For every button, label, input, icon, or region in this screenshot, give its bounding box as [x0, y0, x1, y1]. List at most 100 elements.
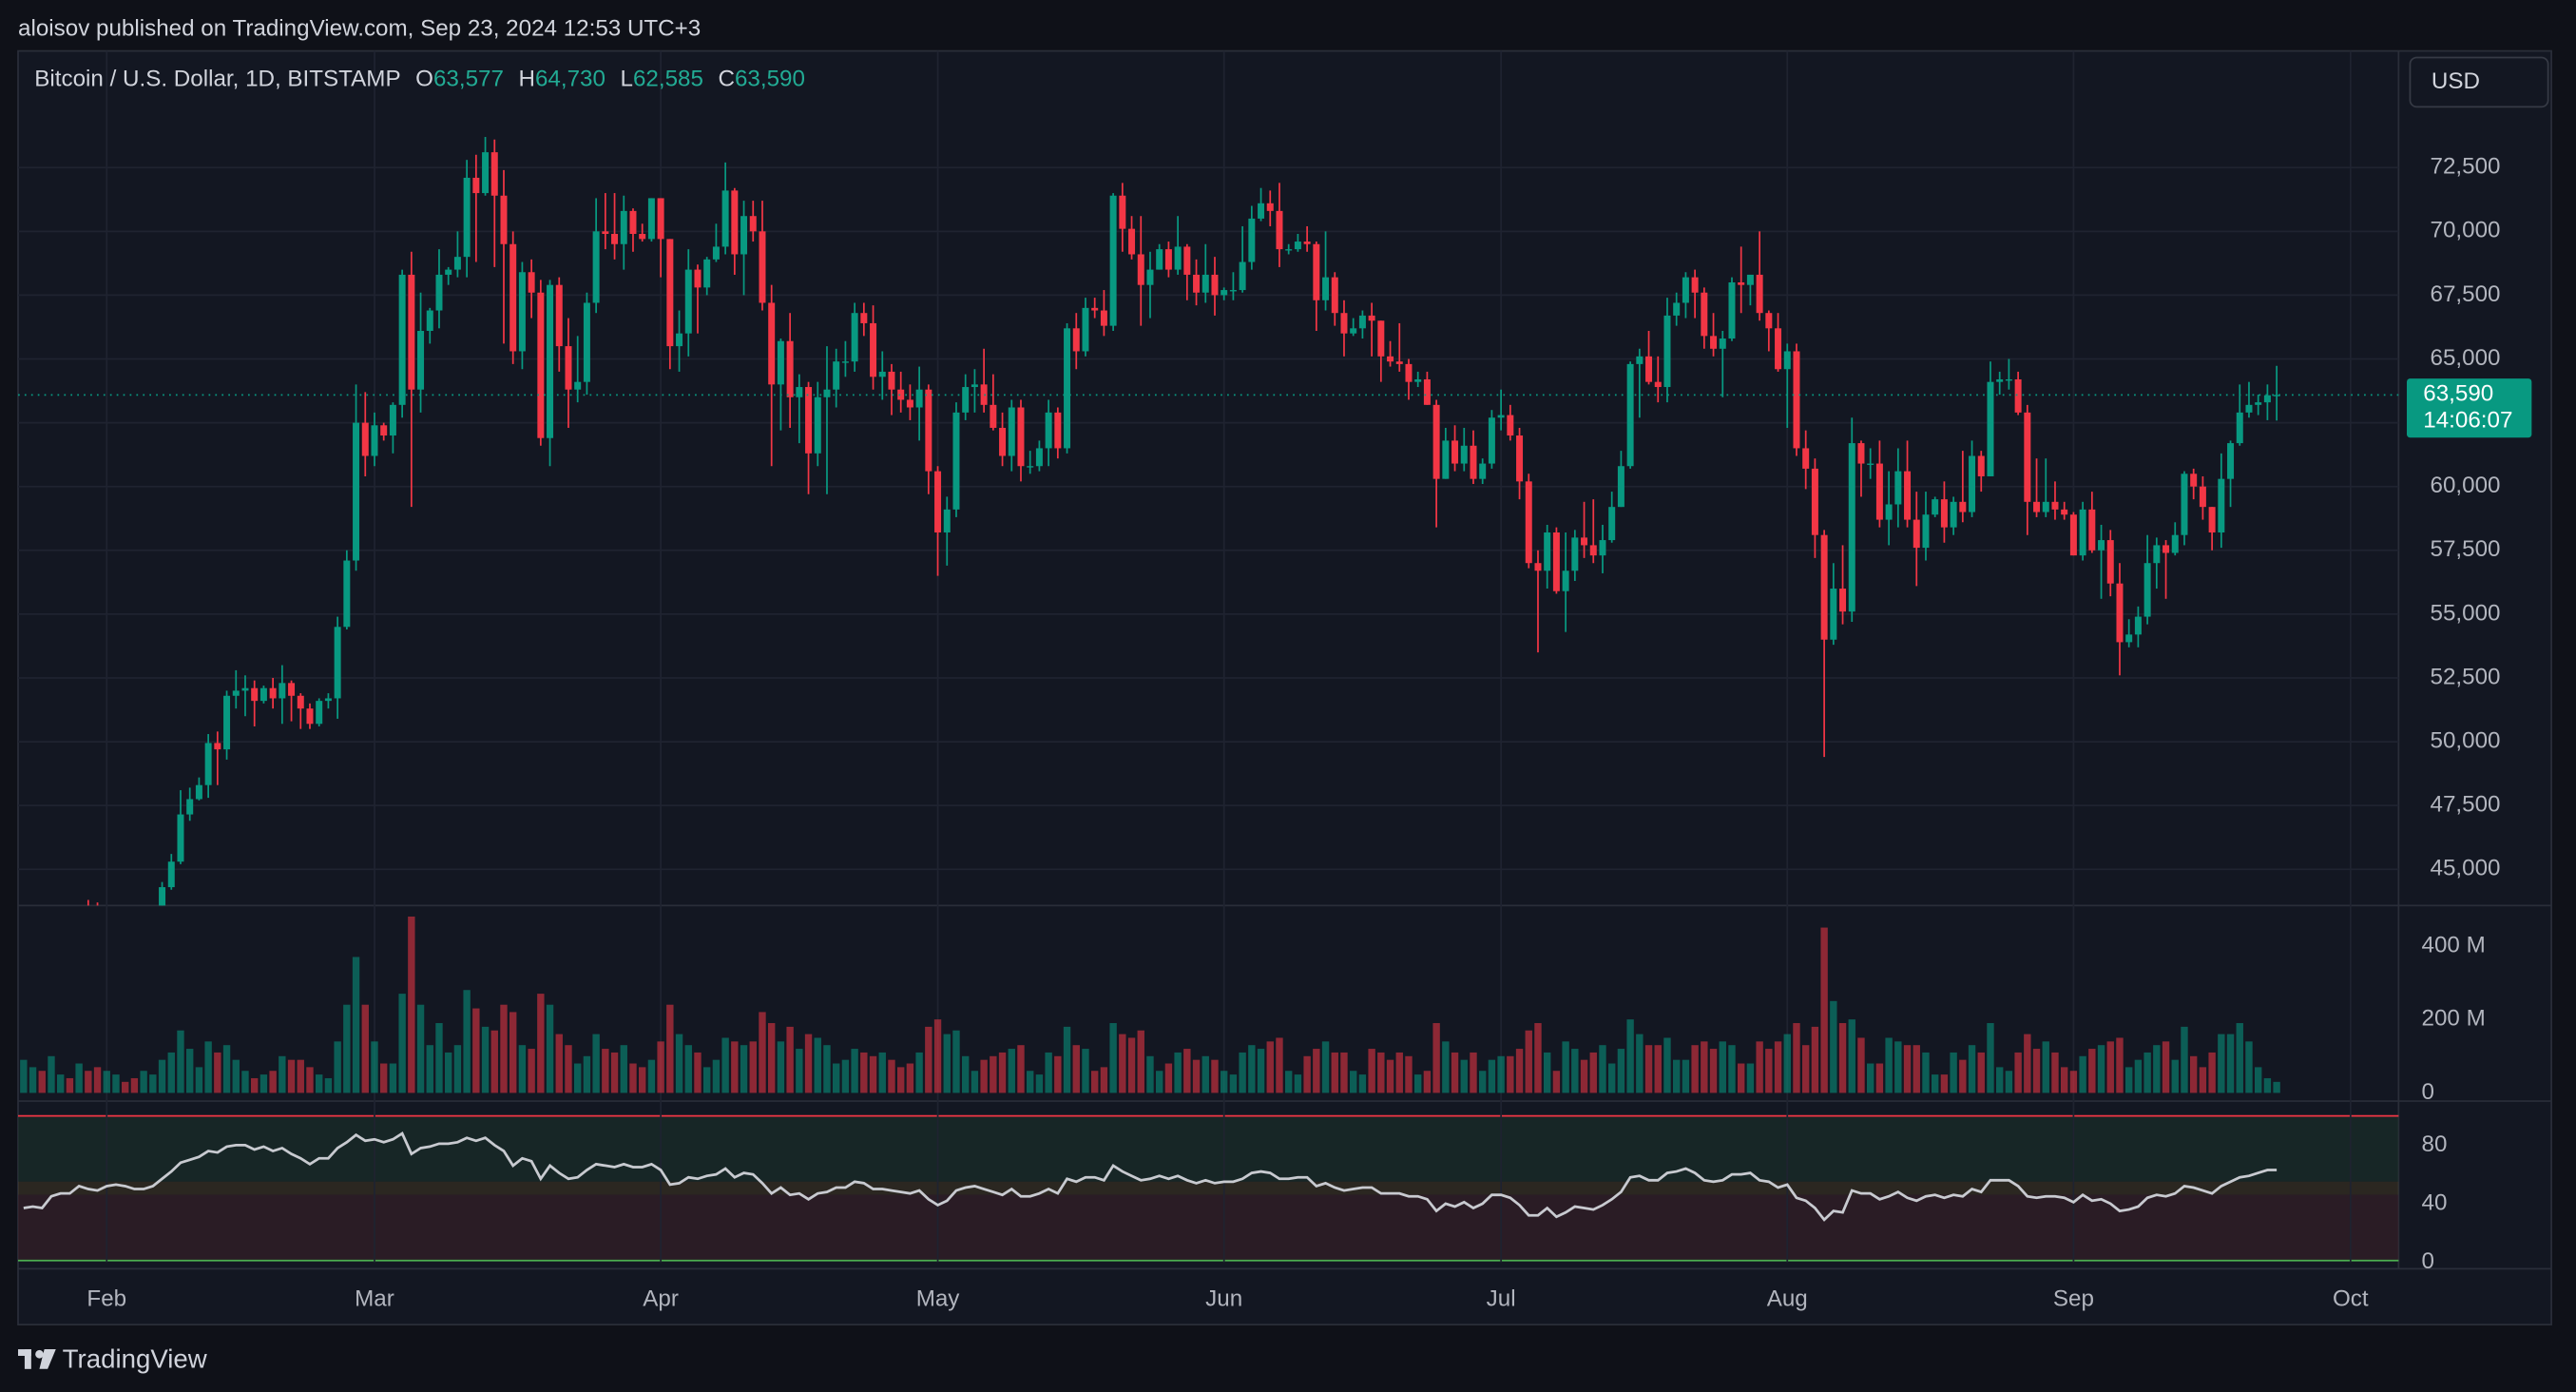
candle-body [1239, 261, 1246, 291]
candle-body [2079, 509, 2086, 556]
candle-body [897, 389, 905, 400]
candle-body [1848, 443, 1855, 612]
volume-bar [1358, 1074, 1367, 1093]
candle-body [380, 425, 388, 436]
volume-bar [796, 1049, 803, 1093]
candle-body [232, 690, 240, 696]
candle-body [1839, 589, 1847, 612]
candle-body [2005, 378, 2012, 381]
volume-bar [1950, 1052, 1957, 1093]
volume-bar [1756, 1041, 1763, 1093]
candle-body [1802, 448, 1810, 469]
volume-bar [1857, 1037, 1865, 1093]
volume-bar [1091, 1071, 1099, 1093]
logo-dot [35, 1349, 44, 1359]
candle-body [1405, 363, 1413, 382]
y-tick-label: 72,500 [2431, 154, 2501, 180]
candle-body [796, 387, 803, 397]
volume-bar [1959, 1059, 1967, 1093]
volume-bar [408, 916, 415, 1093]
candle-body [389, 404, 396, 436]
volume-bar [851, 1049, 858, 1093]
volume-bar [1940, 1074, 1949, 1093]
candle-body [279, 683, 286, 699]
volume-bar [1442, 1041, 1450, 1093]
candle-body [1258, 203, 1265, 219]
volume-bar [1478, 1071, 1487, 1093]
volume-bar [1109, 1023, 1117, 1093]
volume-bar [537, 994, 545, 1093]
candle-body [214, 743, 221, 750]
candle-body [1054, 412, 1062, 449]
candle-body [1460, 445, 1468, 464]
candle-body [990, 404, 997, 428]
candle-body [1488, 417, 1495, 464]
candle-body [1940, 499, 1948, 528]
candle-body [1571, 537, 1579, 571]
x-tick-label: Apr [643, 1286, 679, 1312]
volume-bar [1119, 1034, 1126, 1093]
volume-bar [1654, 1045, 1662, 1093]
volume-bar [2014, 1052, 2022, 1093]
y-tick-label: 52,500 [2431, 664, 2501, 689]
candle-body [1562, 570, 1569, 591]
candle-body [288, 683, 296, 696]
volume-bar [112, 1074, 120, 1093]
volume-bar [204, 1041, 212, 1093]
volume-bar [1368, 1049, 1375, 1093]
volume-tick-label: 0 [2422, 1079, 2434, 1105]
volume-bar [712, 1059, 721, 1093]
candle-body [1922, 514, 1930, 549]
volume-bar [1045, 1052, 1052, 1093]
legend-close: 63,590 [735, 67, 805, 92]
legend-open-label: O [415, 67, 433, 92]
currency-label[interactable]: USD [2432, 68, 2480, 94]
volume-bar [1008, 1049, 1015, 1093]
volume-bar [2208, 1052, 2216, 1093]
candle-body [1248, 218, 1256, 262]
volume-pane [20, 916, 2280, 1093]
volume-bar [2245, 1041, 2253, 1093]
volume-bar [1977, 1052, 1985, 1093]
candle-body [1932, 499, 1939, 515]
volume-bar [878, 1052, 886, 1093]
candle-body [1701, 292, 1708, 337]
volume-bar [1515, 1049, 1524, 1093]
candle-body [1432, 404, 1440, 479]
candle-body [324, 698, 332, 702]
volume-bar [2106, 1041, 2114, 1093]
candle-body [1395, 361, 1403, 364]
volume-bar [703, 1067, 711, 1093]
candle-body [1064, 328, 1071, 449]
candle-body [1581, 537, 1588, 546]
volume-bar [1562, 1041, 1569, 1093]
volume-bar [2051, 1052, 2059, 1093]
volume-bar [66, 1077, 74, 1093]
volume-bar [1146, 1055, 1154, 1093]
candle-body [1387, 356, 1394, 362]
volume-bar [1682, 1059, 1690, 1093]
volume-bar [241, 1071, 249, 1093]
volume-bar [426, 1045, 433, 1093]
candle-body [1719, 338, 1726, 349]
candle-body [2125, 634, 2133, 643]
volume-bar [2263, 1077, 2272, 1093]
candle-body [408, 274, 415, 390]
candle-body [269, 687, 277, 699]
volume-bar [1571, 1049, 1579, 1093]
currency-button[interactable] [2409, 56, 2549, 108]
volume-bar [416, 1004, 425, 1093]
volume-bar [1460, 1059, 1468, 1093]
y-tick-label: 70,000 [2431, 218, 2501, 243]
candle-body [833, 361, 840, 390]
candle-body [1322, 277, 1330, 300]
volume-bar [1201, 1055, 1209, 1093]
candle-body [629, 210, 637, 235]
rsi-neutral-zone [18, 1181, 2399, 1195]
volume-bar [1488, 1059, 1496, 1093]
candle-body [241, 687, 249, 691]
candle-body [1691, 277, 1699, 293]
volume-bar [1257, 1049, 1265, 1093]
candle-body [2051, 501, 2059, 510]
candle-body [1682, 277, 1689, 303]
